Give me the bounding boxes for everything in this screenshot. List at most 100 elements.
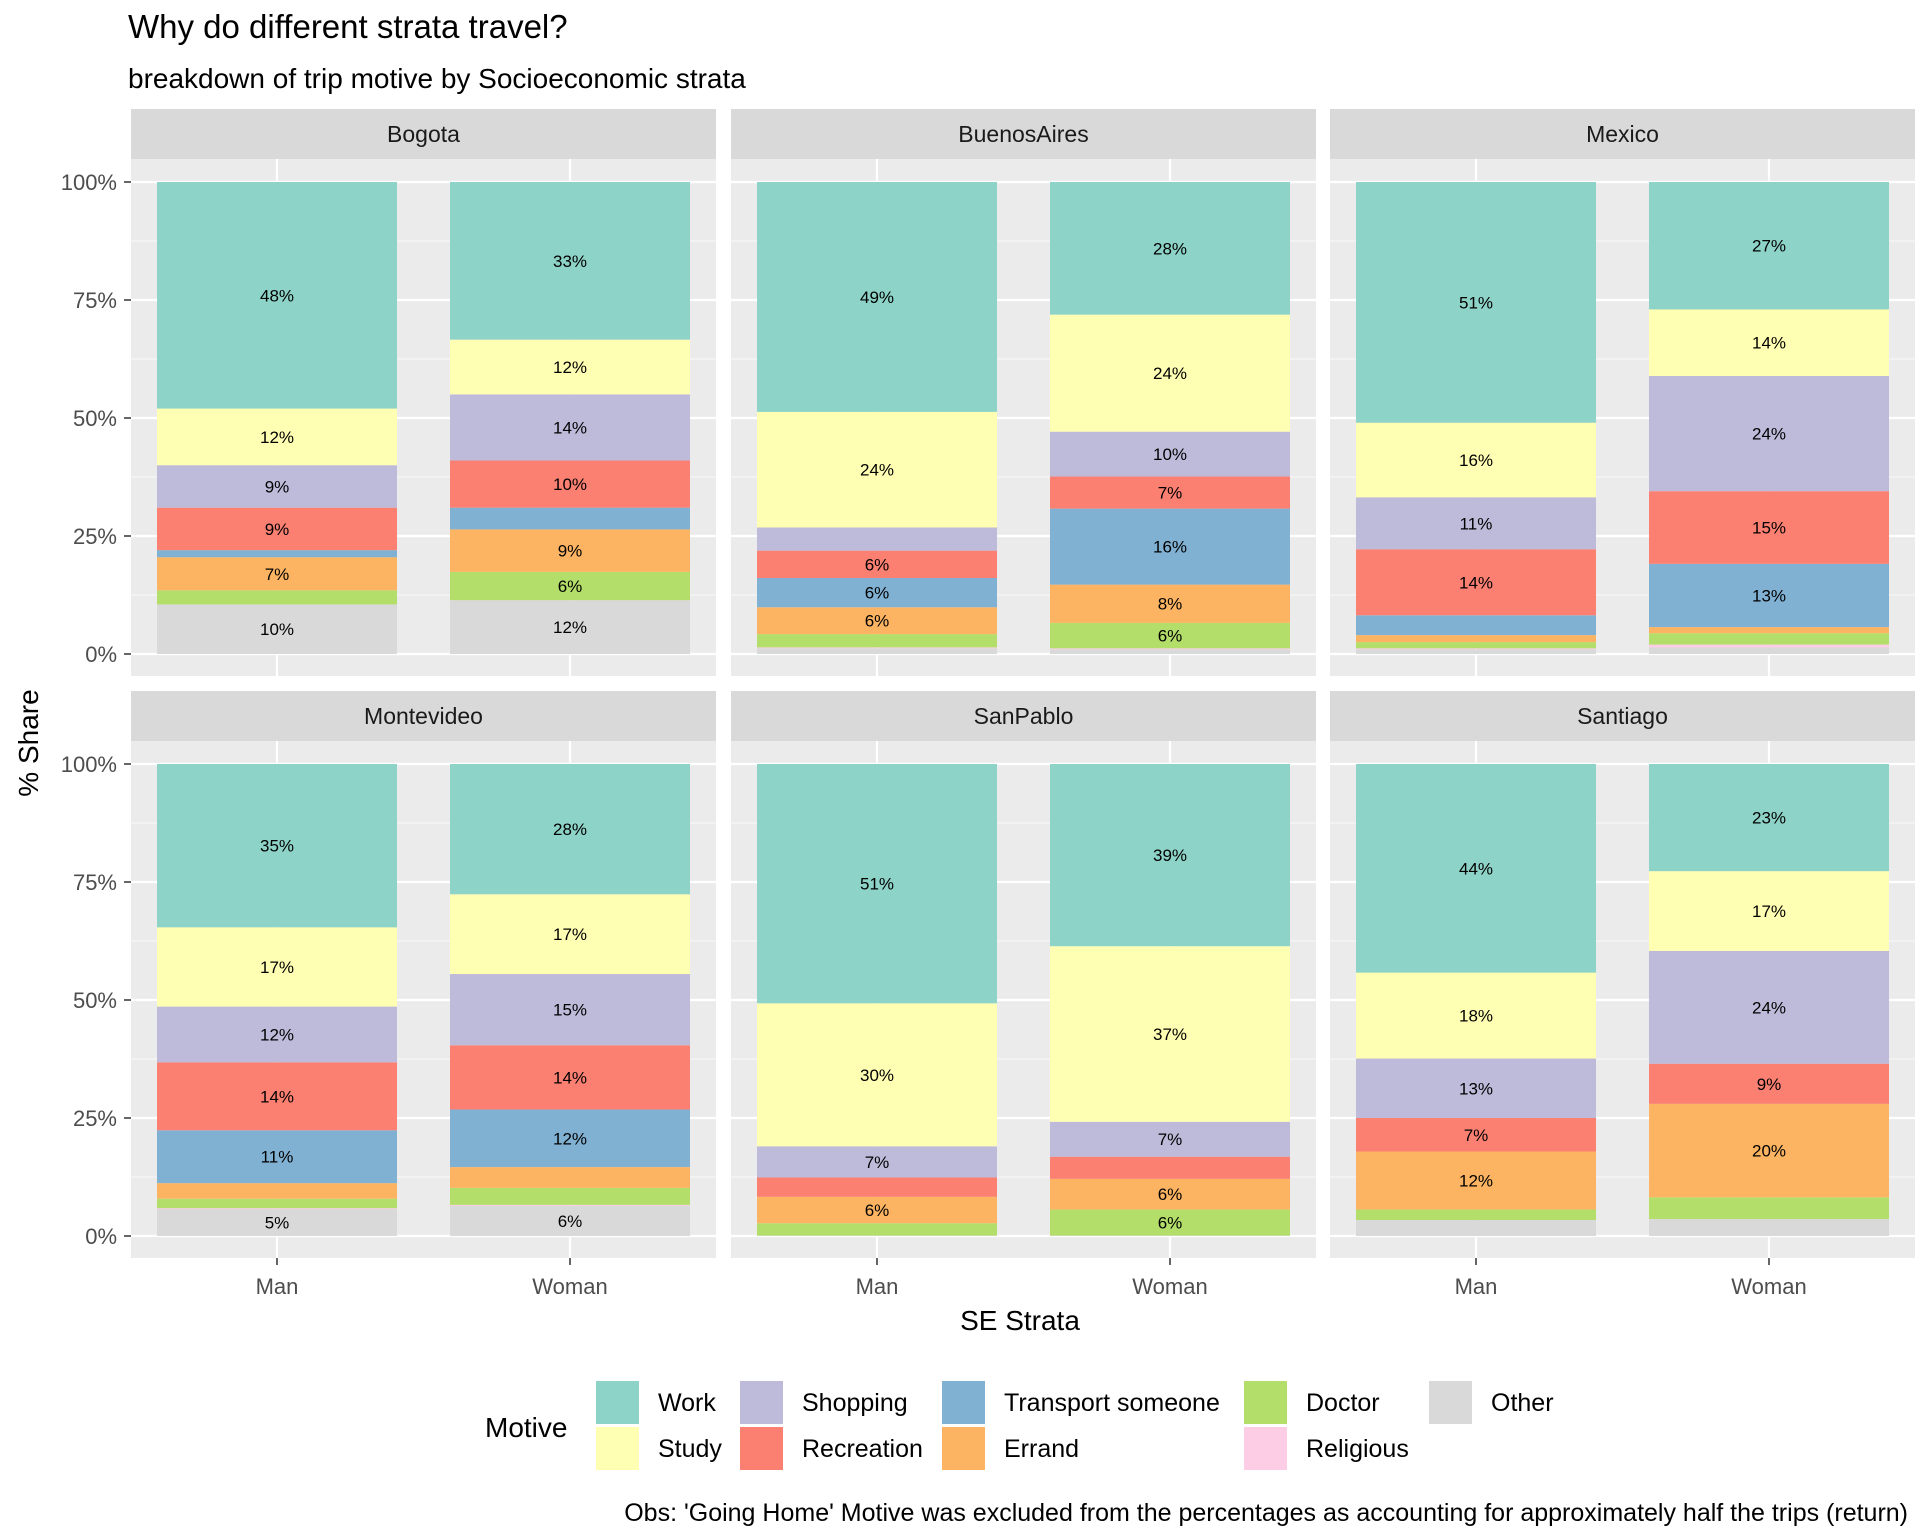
bar-segment-other: [450, 600, 690, 654]
bar-segment-transport-someone: [1356, 615, 1596, 636]
bar-segment-recreation: [157, 507, 397, 551]
bar-label: 5%: [265, 1214, 290, 1233]
bar-label: 14%: [260, 1087, 294, 1106]
x-tick-label: Man: [1455, 1274, 1498, 1299]
bar-segment-recreation: [157, 1062, 397, 1131]
bar-segment-recreation: [450, 1045, 690, 1110]
y-tick-label: 75%: [73, 288, 117, 313]
legend-swatch: [1429, 1381, 1472, 1424]
bar-label: 13%: [1752, 586, 1786, 605]
legend-item-work: Work: [596, 1381, 716, 1424]
bar-label: 11%: [261, 1148, 294, 1167]
bar-segment-study: [1050, 946, 1290, 1122]
bar-label: 49%: [860, 288, 894, 307]
bar-segment-recreation: [1649, 491, 1889, 564]
bar-segment-doctor: [1649, 633, 1889, 645]
strip-label: Bogota: [387, 121, 460, 147]
strip-background: [131, 691, 716, 741]
bar-segment-shopping: [1356, 1058, 1596, 1118]
bar-label: 24%: [860, 461, 894, 480]
panel-mexico: Mexico 14% 11% 16% 51% 13% 15% 24% 14% 27%: [1330, 109, 1915, 676]
legend-item-doctor: Doctor: [1244, 1381, 1380, 1424]
bar-label: 24%: [1752, 425, 1786, 444]
bar-label: 7%: [865, 1153, 890, 1172]
bar-segment-study: [450, 894, 690, 975]
bar-segment-study: [450, 339, 690, 395]
bar-segment-work: [757, 764, 997, 1004]
bar-label: 28%: [553, 820, 587, 839]
bar-segment-errand: [1356, 1151, 1596, 1210]
bar-segment-errand: [1649, 1103, 1889, 1198]
bar-label: 20%: [1752, 1142, 1786, 1161]
bar-segment-work: [157, 182, 397, 409]
bar-label: 6%: [558, 1212, 583, 1231]
bar-label: 33%: [553, 252, 587, 271]
y-tick-label: 50%: [73, 988, 117, 1013]
bar-segment-shopping: [757, 1146, 997, 1178]
legend-label: Doctor: [1306, 1389, 1380, 1417]
bar-segment-errand: [450, 529, 690, 572]
bar-label: 6%: [1158, 1185, 1183, 1204]
bar-segment-shopping: [1050, 1121, 1290, 1157]
bar-label: 18%: [1459, 1007, 1493, 1026]
bar-label: 12%: [260, 1025, 294, 1044]
bar-segment-doctor: [1649, 1197, 1889, 1220]
bar-label: 10%: [260, 620, 294, 639]
bar-label: 27%: [1752, 237, 1786, 256]
bar-segment-errand: [157, 557, 397, 591]
bar-segment-study: [757, 411, 997, 528]
bar-segment-study: [1649, 309, 1889, 376]
bar-segment-transport-someone: [1649, 563, 1889, 628]
bar-segment-recreation: [1050, 1156, 1290, 1179]
bar-segment-errand: [1050, 1178, 1290, 1210]
bar-segment-work: [450, 182, 690, 340]
bar-label: 35%: [260, 837, 294, 856]
bar-label: 9%: [265, 520, 290, 539]
bar-label: 15%: [553, 1001, 587, 1020]
bar-label: 7%: [1464, 1126, 1489, 1145]
bar-segment-work: [1649, 182, 1889, 310]
bar-segment-other: [757, 648, 997, 654]
x-tick-label: Man: [256, 1274, 299, 1299]
bar-label: 16%: [1153, 538, 1187, 557]
legend-label: Other: [1491, 1389, 1554, 1417]
bar-label: 17%: [1752, 902, 1786, 921]
bar-segment-doctor: [1050, 1209, 1290, 1236]
bar-segment-other: [1356, 1219, 1596, 1236]
bar-segment-recreation: [1050, 476, 1290, 509]
bar-segment-shopping: [757, 527, 997, 551]
bar-label: 14%: [553, 1068, 587, 1087]
bar-label: 8%: [1158, 595, 1183, 614]
bar-label: 24%: [1752, 998, 1786, 1017]
x-tick-label: Man: [856, 1274, 899, 1299]
legend-label: Religious: [1306, 1435, 1409, 1463]
y-tick-label: 50%: [73, 406, 117, 431]
bar-label: 7%: [1158, 484, 1183, 503]
bar-label: 14%: [1459, 573, 1493, 592]
legend-swatch: [942, 1427, 985, 1470]
y-tick-label: 100%: [61, 752, 117, 777]
legend-item-religious: Religious: [1244, 1427, 1409, 1470]
bar-segment-transport-someone: [757, 578, 997, 608]
chart-caption: Obs: 'Going Home' Motive was excluded fr…: [624, 1499, 1908, 1527]
bar-segment-recreation: [450, 460, 690, 508]
strip-background: [731, 109, 1316, 159]
bar-segment-errand: [1649, 627, 1889, 634]
bar-label: 6%: [1158, 627, 1183, 646]
bar-label: 12%: [553, 1129, 587, 1148]
bar-label: 12%: [553, 358, 587, 377]
bar-segment-work: [157, 764, 397, 928]
bar-segment-study: [1649, 871, 1889, 951]
bar-segment-religious: [1356, 648, 1596, 650]
bar-label: 10%: [1153, 445, 1187, 464]
bar-label: 24%: [1153, 364, 1187, 383]
bar-label: 14%: [1752, 334, 1786, 353]
bar-label: 15%: [1752, 519, 1786, 538]
strip-label: BuenosAires: [958, 121, 1088, 147]
bar-label: 17%: [553, 925, 587, 944]
y-tick-label: 0%: [85, 642, 117, 667]
legend-swatch: [1244, 1381, 1287, 1424]
bar-segment-transport-someone: [157, 1130, 397, 1184]
bar-segment-errand: [757, 607, 997, 635]
